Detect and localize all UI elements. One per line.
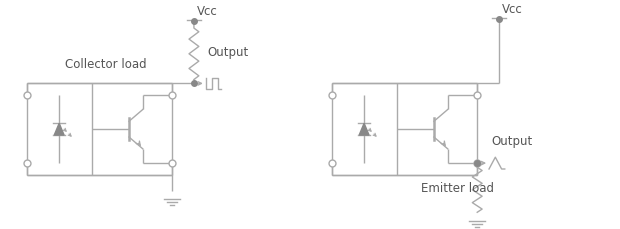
Text: Emitter load: Emitter load bbox=[421, 181, 494, 194]
Polygon shape bbox=[359, 124, 369, 136]
Text: Vcc: Vcc bbox=[502, 3, 523, 16]
Text: Collector load: Collector load bbox=[64, 57, 146, 70]
Text: Output: Output bbox=[208, 46, 249, 59]
Text: Output: Output bbox=[491, 135, 532, 148]
Text: Vcc: Vcc bbox=[197, 5, 218, 17]
Polygon shape bbox=[55, 124, 64, 136]
